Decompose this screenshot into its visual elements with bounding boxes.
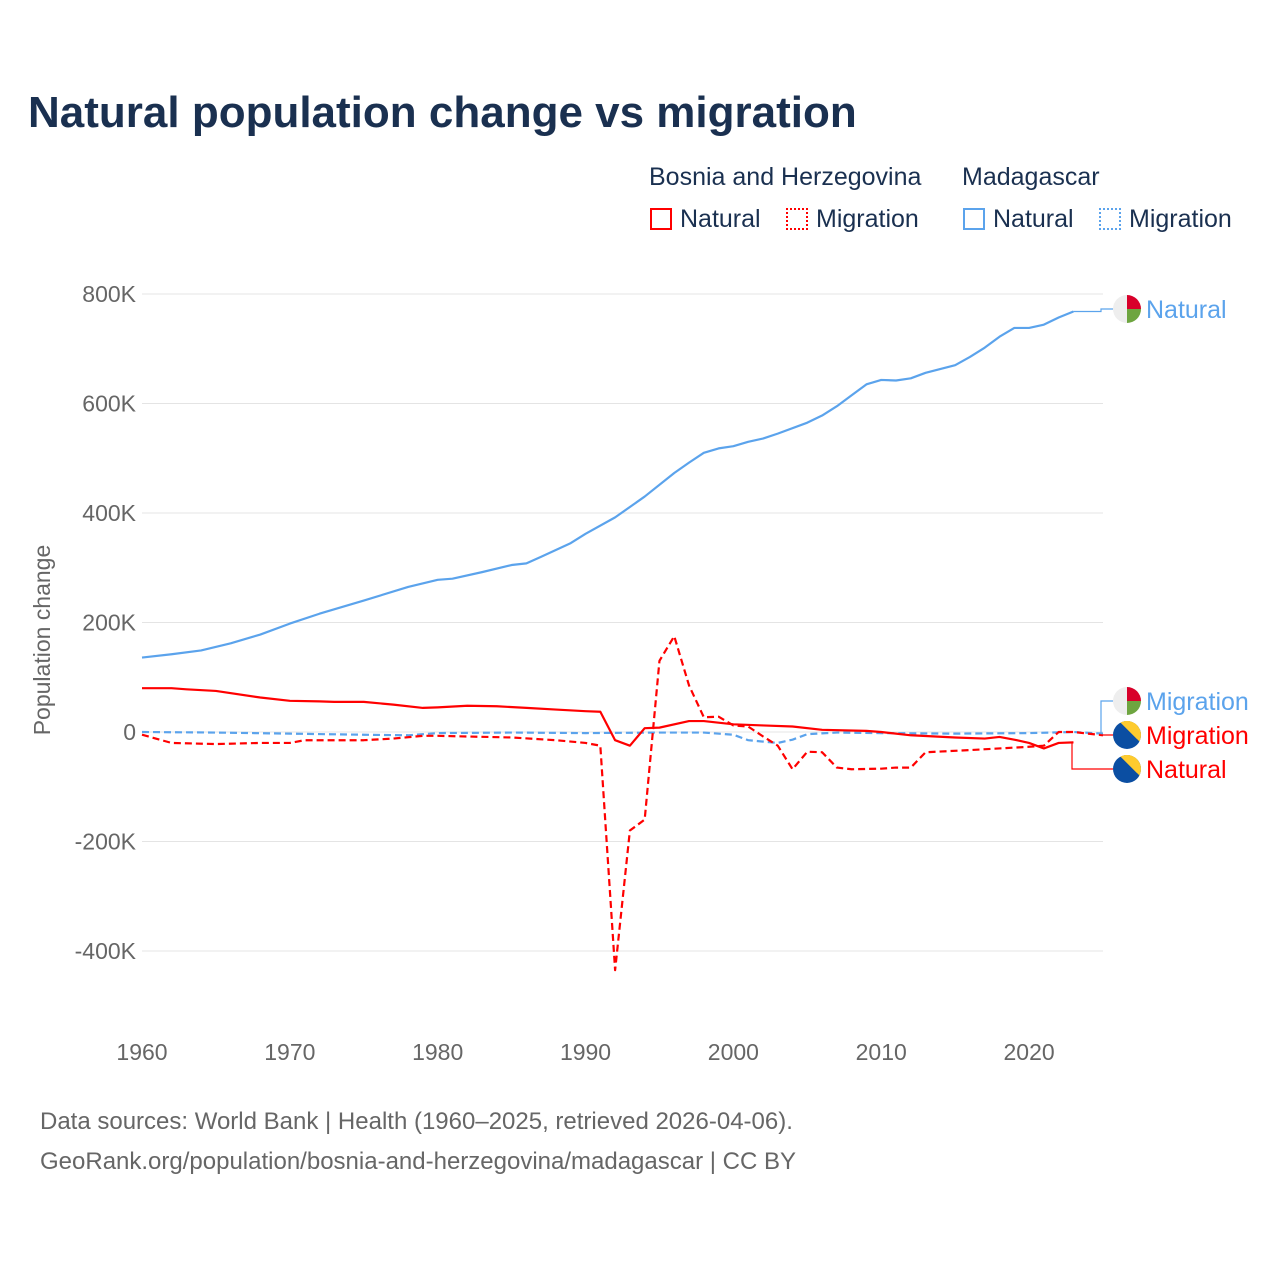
y-axis-label: Population change — [29, 545, 55, 736]
madagascar-flag-icon — [1113, 295, 1141, 323]
series-end-label: Migration — [1146, 688, 1249, 716]
flag-green — [1127, 309, 1141, 323]
y-tick-label: 200K — [82, 610, 136, 636]
x-tick-label: 2020 — [1003, 1039, 1054, 1065]
series-line-bosnia-and-herzegovina-natural — [142, 687, 1074, 750]
flag-triangle — [1119, 721, 1141, 743]
flag-green — [1127, 701, 1141, 715]
legend-swatch-bosnia-natural — [650, 208, 672, 230]
series-end-label: Natural — [1146, 296, 1227, 324]
y-tick-label: -200K — [75, 829, 137, 855]
series-end-label: Migration — [1146, 722, 1249, 750]
bosnia-flag-icon — [1113, 755, 1141, 783]
madagascar-flag-icon — [1113, 687, 1141, 715]
y-tick-label: 800K — [82, 281, 136, 307]
x-tick-label: 1990 — [560, 1039, 611, 1065]
x-tick-label: 1960 — [116, 1039, 167, 1065]
series-line-madagascar-natural — [141, 310, 1074, 659]
label-leader-line — [1100, 700, 1113, 735]
flag-red — [1127, 687, 1141, 701]
y-tick-label: 600K — [82, 391, 136, 417]
flag-triangle — [1119, 755, 1141, 777]
label-leader-line — [1073, 308, 1113, 313]
legend-swatch-madagascar-natural — [963, 208, 985, 230]
series-line-madagascar-migration — [141, 730, 1104, 745]
footer-sources: Data sources: World Bank | Health (1960–… — [40, 1108, 793, 1135]
chart-title: Natural population change vs migration — [28, 88, 857, 137]
flag-red — [1127, 295, 1141, 309]
series-end-label: Natural — [1146, 756, 1227, 784]
x-tick-label: 2000 — [708, 1039, 759, 1065]
x-tick-label: 1980 — [412, 1039, 463, 1065]
legend-madagascar-natural[interactable]: Natural — [993, 205, 1074, 233]
label-leader-line — [1071, 741, 1113, 770]
legend-group-bosnia: Bosnia and Herzegovina — [649, 163, 922, 191]
legend-bosnia-natural[interactable]: Natural — [680, 205, 761, 233]
footer-url[interactable]: GeoRank.org/population/bosnia-and-herzeg… — [40, 1148, 797, 1175]
legend-bosnia-migration[interactable]: Migration — [816, 205, 919, 233]
legend-swatch-bosnia-migration — [786, 208, 808, 230]
legend-group-madagascar: Madagascar — [962, 163, 1100, 191]
y-tick-label: -400K — [75, 938, 137, 964]
y-tick-label: 400K — [82, 500, 136, 526]
bosnia-flag-icon — [1113, 721, 1141, 749]
y-tick-label: 0 — [123, 719, 136, 745]
legend-swatch-madagascar-migration — [1099, 208, 1121, 230]
x-tick-label: 2010 — [856, 1039, 907, 1065]
series-line-bosnia-and-herzegovina-migration — [141, 635, 1104, 972]
x-tick-label: 1970 — [264, 1039, 315, 1065]
legend-madagascar-migration[interactable]: Migration — [1129, 205, 1232, 233]
